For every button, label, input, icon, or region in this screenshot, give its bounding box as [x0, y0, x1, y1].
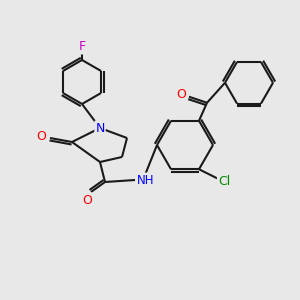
Text: O: O — [82, 194, 92, 206]
Text: O: O — [36, 130, 46, 143]
Text: Cl: Cl — [218, 175, 230, 188]
Text: N: N — [95, 122, 105, 134]
Text: F: F — [78, 40, 85, 53]
Text: NH: NH — [137, 173, 154, 187]
Text: O: O — [176, 88, 186, 101]
